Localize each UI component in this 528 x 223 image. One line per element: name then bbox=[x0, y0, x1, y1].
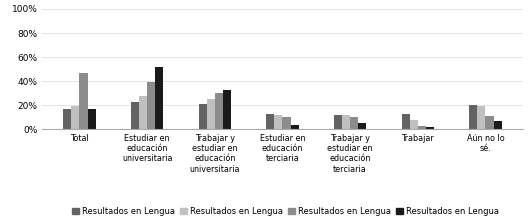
Bar bbox=[426, 127, 434, 129]
Bar bbox=[359, 123, 366, 129]
Bar bbox=[275, 115, 282, 129]
Bar bbox=[486, 116, 494, 129]
Bar bbox=[494, 121, 502, 129]
Bar bbox=[223, 90, 231, 129]
Bar bbox=[199, 104, 206, 129]
Bar bbox=[350, 117, 359, 129]
Bar bbox=[410, 120, 418, 129]
Bar bbox=[131, 102, 139, 129]
Bar bbox=[155, 67, 163, 129]
Bar bbox=[402, 114, 410, 129]
Bar bbox=[147, 82, 155, 129]
Bar bbox=[342, 115, 350, 129]
Bar bbox=[418, 126, 426, 129]
Bar bbox=[71, 106, 79, 129]
Bar bbox=[63, 109, 71, 129]
Bar bbox=[215, 93, 223, 129]
Bar bbox=[334, 115, 342, 129]
Bar bbox=[79, 73, 88, 129]
Bar bbox=[477, 106, 486, 129]
Bar bbox=[282, 117, 290, 129]
Bar bbox=[206, 99, 215, 129]
Bar bbox=[88, 109, 96, 129]
Legend: Resultados en Lengua, Resultados en Lengua, Resultados en Lengua, Resultados en : Resultados en Lengua, Resultados en Leng… bbox=[68, 203, 502, 219]
Bar bbox=[290, 124, 299, 129]
Bar bbox=[469, 105, 477, 129]
Bar bbox=[266, 114, 275, 129]
Bar bbox=[139, 96, 147, 129]
